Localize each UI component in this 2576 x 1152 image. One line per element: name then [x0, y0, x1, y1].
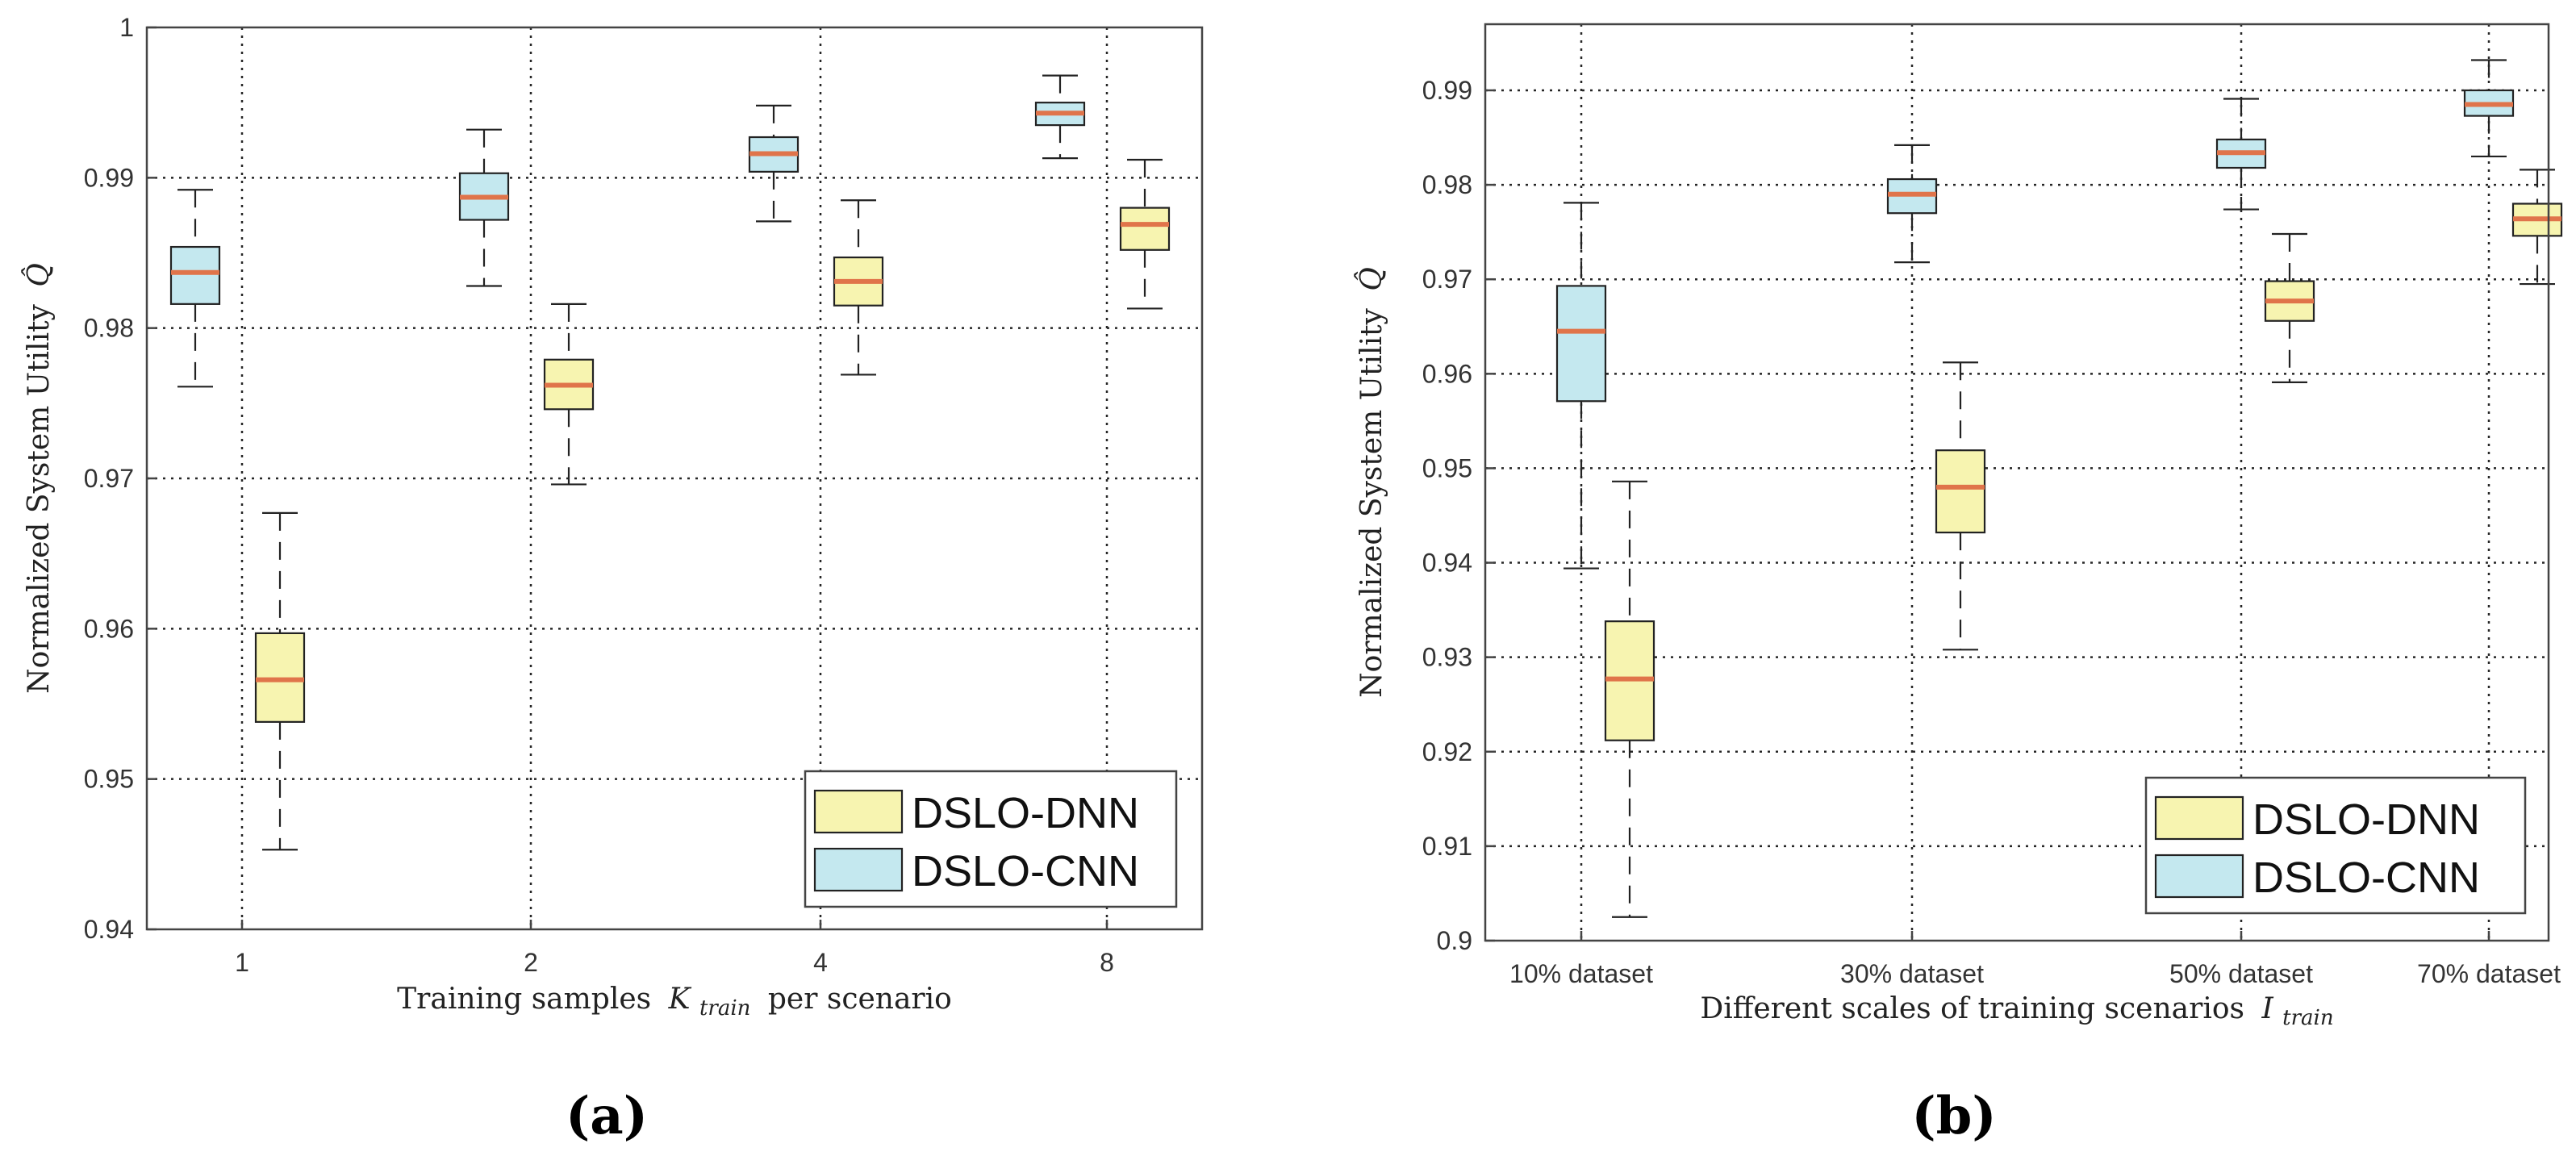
y-tick-label: 0.9: [1437, 926, 1472, 955]
x-ticks-a: 1 2 4 8: [235, 920, 1114, 977]
y-tick-label: 0.99: [1422, 76, 1472, 105]
y-ticks-a: 0.94 0.95 0.96 0.97 0.98 0.99 1: [84, 13, 157, 944]
x-tick-label: 70% dataset: [2417, 959, 2561, 988]
panel-label-a: (a): [566, 1086, 648, 1146]
x-axis-label-b-subscript: train: [2282, 1006, 2333, 1030]
boxes-b: [1555, 59, 2563, 918]
y-tick-label: 0.96: [1422, 359, 1472, 388]
legend-a-label-cnn: DSLO-CNN: [912, 847, 1139, 895]
x-axis-label-b: Different scales of training scenarios I…: [1700, 992, 2333, 1030]
box-iqr: [169, 245, 221, 305]
box-dslo-cnn-4: [748, 104, 800, 223]
y-axis-label-a-symbol: Q̂: [21, 263, 56, 287]
box-dslo-cnn-50dataset: [2215, 98, 2267, 211]
box-dslo-cnn-1: [169, 189, 221, 388]
x-tick-label: 10% dataset: [1509, 959, 1653, 988]
legend-a: DSLO-DNN DSLO-CNN: [804, 770, 1178, 908]
y-tick-label: 0.95: [1422, 453, 1472, 482]
legend-b: DSLO-DNN DSLO-CNN: [2144, 776, 2527, 915]
x-axis-label-a-text: Training samples: [397, 983, 651, 1016]
y-tick-label: 0.94: [1422, 549, 1472, 578]
panel-label-b: (b): [1911, 1086, 1996, 1146]
y-tick-label: 0.98: [84, 314, 134, 343]
y-tick-label: 0.92: [1422, 737, 1472, 766]
box-iqr: [1119, 207, 1171, 251]
box-dslo-dnn-8: [1119, 158, 1171, 310]
x-tick-label: 2: [524, 948, 538, 977]
y-axis-label-a: Normalized System Utility Q̂: [21, 263, 56, 694]
y-tick-label: 1: [119, 13, 134, 42]
y-tick-label: 0.95: [84, 765, 134, 794]
legend-a-label-dnn: DSLO-DNN: [912, 789, 1139, 837]
box-dslo-cnn-10dataset: [1555, 202, 1607, 570]
y-tick-label: 0.97: [1422, 265, 1472, 294]
box-dslo-dnn-1: [254, 511, 306, 851]
x-axis-label-b-text: Different scales of training scenarios: [1700, 992, 2244, 1025]
y-tick-label: 0.97: [84, 464, 134, 493]
x-tick-label: 50% dataset: [2169, 959, 2313, 988]
legend-a-swatch-dnn: [813, 789, 904, 834]
x-axis-label-a: Training samples K train per scenario: [397, 983, 952, 1022]
box-dslo-dnn-30dataset: [1935, 361, 1986, 651]
box-iqr: [1935, 449, 1986, 534]
box-dslo-dnn-2: [543, 303, 595, 486]
x-tick-label: 30% dataset: [1840, 959, 1984, 988]
y-tick-label: 0.98: [1422, 170, 1472, 199]
legend-b-swatch-dnn: [2154, 795, 2244, 841]
y-ticks-b: 0.9 0.91 0.92 0.93 0.94 0.95 0.96 0.97 0.98 0.99: [1422, 76, 1495, 955]
legend-b-swatch-cnn: [2154, 854, 2244, 899]
y-axis-label-b: Normalized System Utility Q̂: [1354, 267, 1388, 698]
x-axis-label-b-symbol: I: [2261, 992, 2273, 1025]
legend-b-label-dnn: DSLO-DNN: [2252, 795, 2480, 844]
chart-a: 0.94 0.95 0.96 0.97 0.98 0.99 1 1 2 4 8 Normalize…: [21, 13, 1204, 1146]
x-ticks-b: 10% dataset 30% dataset 50% dataset 70% dat…: [1509, 931, 2561, 988]
y-tick-label: 0.93: [1422, 643, 1472, 672]
box-dslo-dnn-70dataset: [2511, 169, 2563, 286]
x-axis-label-a-subscript: train: [699, 996, 750, 1021]
box-dslo-dnn-4: [833, 199, 884, 376]
plot-b-frame: [1484, 23, 2550, 942]
y-tick-label: 0.99: [84, 163, 134, 192]
x-tick-label: 1: [235, 948, 249, 977]
x-axis-label-a-suffix: per scenario: [768, 983, 952, 1016]
box-dslo-cnn-70dataset: [2463, 59, 2515, 158]
y-tick-label: 0.94: [84, 915, 134, 944]
box-dslo-cnn-8: [1034, 74, 1086, 160]
x-tick-label: 4: [813, 948, 828, 977]
x-tick-label: 8: [1100, 948, 1114, 977]
boxes-a: [169, 74, 1171, 851]
legend-b-label-cnn: DSLO-CNN: [2252, 854, 2480, 902]
y-axis-label-b-text: Normalized System Utility: [1355, 307, 1388, 697]
box-dslo-dnn-50dataset: [2264, 232, 2315, 383]
box-iqr: [1555, 285, 1607, 403]
y-tick-label: 0.91: [1422, 832, 1472, 861]
y-axis-label-b-symbol: Q̂: [1354, 267, 1388, 291]
y-tick-label: 0.96: [84, 614, 134, 643]
legend-a-swatch-cnn: [813, 847, 904, 892]
box-dslo-cnn-30dataset: [1886, 144, 1938, 264]
box-dslo-cnn-2: [458, 128, 510, 287]
chart-b: 0.90.910.920.930.940.950.960.970.980.99 …: [1354, 23, 2563, 1146]
box-dslo-dnn-10dataset: [1604, 480, 1655, 918]
y-axis-label-a-text: Normalized System Utility: [23, 303, 56, 693]
x-axis-label-a-symbol: K: [668, 983, 692, 1016]
